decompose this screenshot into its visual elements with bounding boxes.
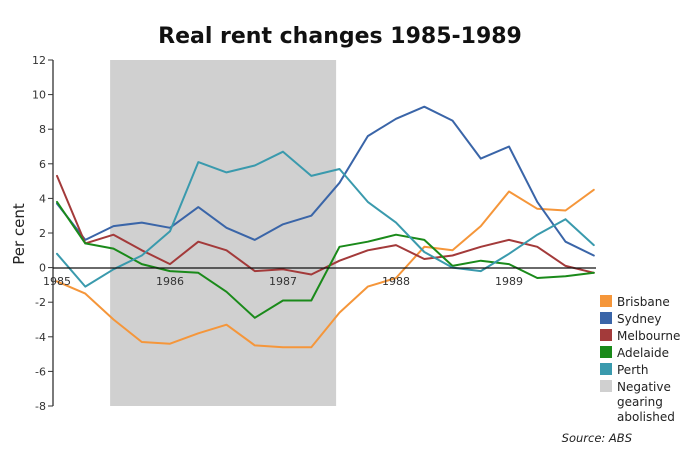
y-tick-label: 6: [39, 158, 46, 171]
series-line-brisbane: [56, 188, 595, 349]
y-tick-labels: 12 10 8 6 4 2 0 -2 -4 -6 -8: [32, 54, 46, 413]
legend-label: Brisbane: [617, 295, 670, 309]
y-tick-marks: [48, 59, 53, 407]
y-tick-label: 2: [39, 227, 46, 240]
x-tick-label: 1987: [269, 275, 297, 288]
legend-swatch-melbourne: [600, 329, 612, 341]
y-tick-label: -8: [35, 400, 46, 413]
y-tick-label: -4: [35, 331, 46, 344]
legend-label-shaded: abolished: [617, 410, 675, 424]
y-tick-label: -2: [35, 296, 46, 309]
x-tick-labels: 1985 1986 1987 1988 1989: [43, 275, 523, 288]
x-tick-label: 1985: [43, 275, 71, 288]
series-line-adelaide: [56, 200, 595, 319]
y-tick-label: 12: [32, 54, 46, 67]
series-line-perth: [56, 150, 595, 288]
chart-title: Real rent changes 1985-1989: [158, 24, 522, 49]
source-note: Source: ABS: [562, 431, 632, 445]
y-tick-label: 8: [39, 123, 46, 136]
x-tick-label: 1986: [156, 275, 184, 288]
legend-label: Perth: [617, 363, 648, 377]
legend-label: Adelaide: [617, 346, 669, 360]
legend-swatch-adelaide: [600, 346, 612, 358]
legend-swatch-sydney: [600, 312, 612, 324]
y-tick-label: 4: [39, 192, 46, 205]
y-tick-label: -6: [35, 365, 46, 378]
x-tick-label: 1988: [382, 275, 410, 288]
legend-label: Sydney: [617, 312, 661, 326]
y-axis-label: Per cent: [10, 203, 28, 265]
legend-label: Melbourne: [617, 329, 680, 343]
y-tick-label: 0: [39, 262, 46, 275]
legend: Brisbane Sydney Melbourne Adelaide Perth Nega…: [600, 295, 680, 424]
negative-gearing-shaded-region: [110, 60, 337, 406]
x-tick-label: 1989: [495, 275, 523, 288]
series-line-sydney: [56, 105, 595, 257]
legend-swatch-brisbane: [600, 295, 612, 307]
y-tick-label: 10: [32, 89, 46, 102]
legend-label-shaded: Negative: [617, 380, 671, 394]
legend-swatch-shaded: [600, 380, 612, 392]
legend-label-shaded: gearing: [617, 395, 663, 409]
legend-swatch-perth: [600, 363, 612, 375]
